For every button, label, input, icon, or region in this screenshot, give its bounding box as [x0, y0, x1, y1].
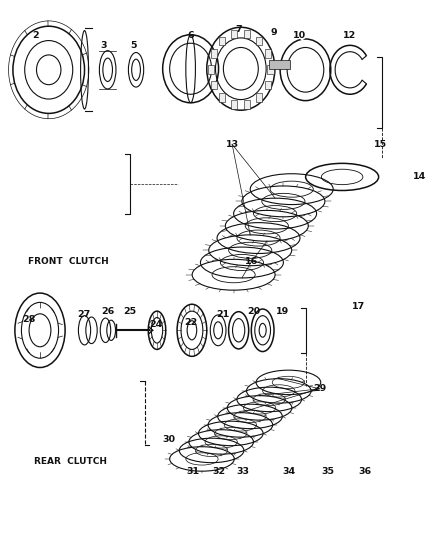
Bar [231, 30, 237, 38]
Text: 33: 33 [237, 467, 250, 475]
Text: 13: 13 [226, 140, 239, 149]
Bar [265, 80, 271, 89]
Bar [211, 80, 217, 89]
Text: FRONT  CLUTCH: FRONT CLUTCH [28, 257, 109, 265]
Text: 16: 16 [245, 257, 258, 265]
Text: 3: 3 [100, 42, 106, 51]
Text: 22: 22 [184, 318, 197, 327]
Text: 7: 7 [235, 26, 242, 35]
Bar [244, 100, 251, 109]
Bar [211, 50, 217, 58]
Text: 32: 32 [212, 467, 226, 475]
Text: 31: 31 [186, 467, 199, 475]
Text: 14: 14 [413, 172, 427, 181]
Bar [256, 37, 262, 45]
Bar [219, 37, 226, 45]
Text: 9: 9 [270, 28, 277, 37]
Text: 30: 30 [162, 435, 175, 444]
Text: 19: 19 [276, 307, 289, 316]
Text: REAR  CLUTCH: REAR CLUTCH [34, 457, 107, 466]
Bar [244, 30, 251, 38]
Bar [269, 60, 290, 69]
Text: 5: 5 [131, 42, 137, 51]
Bar [268, 65, 274, 74]
Text: 36: 36 [359, 467, 372, 475]
Text: 6: 6 [187, 31, 194, 40]
Bar [231, 100, 237, 109]
Text: 35: 35 [321, 467, 335, 475]
Text: 21: 21 [217, 310, 230, 319]
Text: 20: 20 [247, 307, 261, 316]
Bar [208, 65, 214, 74]
Bar [256, 93, 262, 102]
Text: 26: 26 [101, 307, 114, 316]
Text: 25: 25 [123, 307, 136, 316]
Text: 34: 34 [283, 467, 295, 475]
Text: 10: 10 [293, 31, 306, 40]
Text: 2: 2 [32, 31, 39, 40]
Text: 29: 29 [313, 384, 326, 393]
Text: 28: 28 [22, 315, 36, 324]
Text: 27: 27 [77, 310, 90, 319]
Text: 24: 24 [149, 320, 162, 329]
Text: 17: 17 [352, 302, 365, 311]
Text: 15: 15 [374, 140, 387, 149]
Bar [265, 50, 271, 58]
Bar [219, 93, 226, 102]
Text: 12: 12 [343, 31, 357, 40]
